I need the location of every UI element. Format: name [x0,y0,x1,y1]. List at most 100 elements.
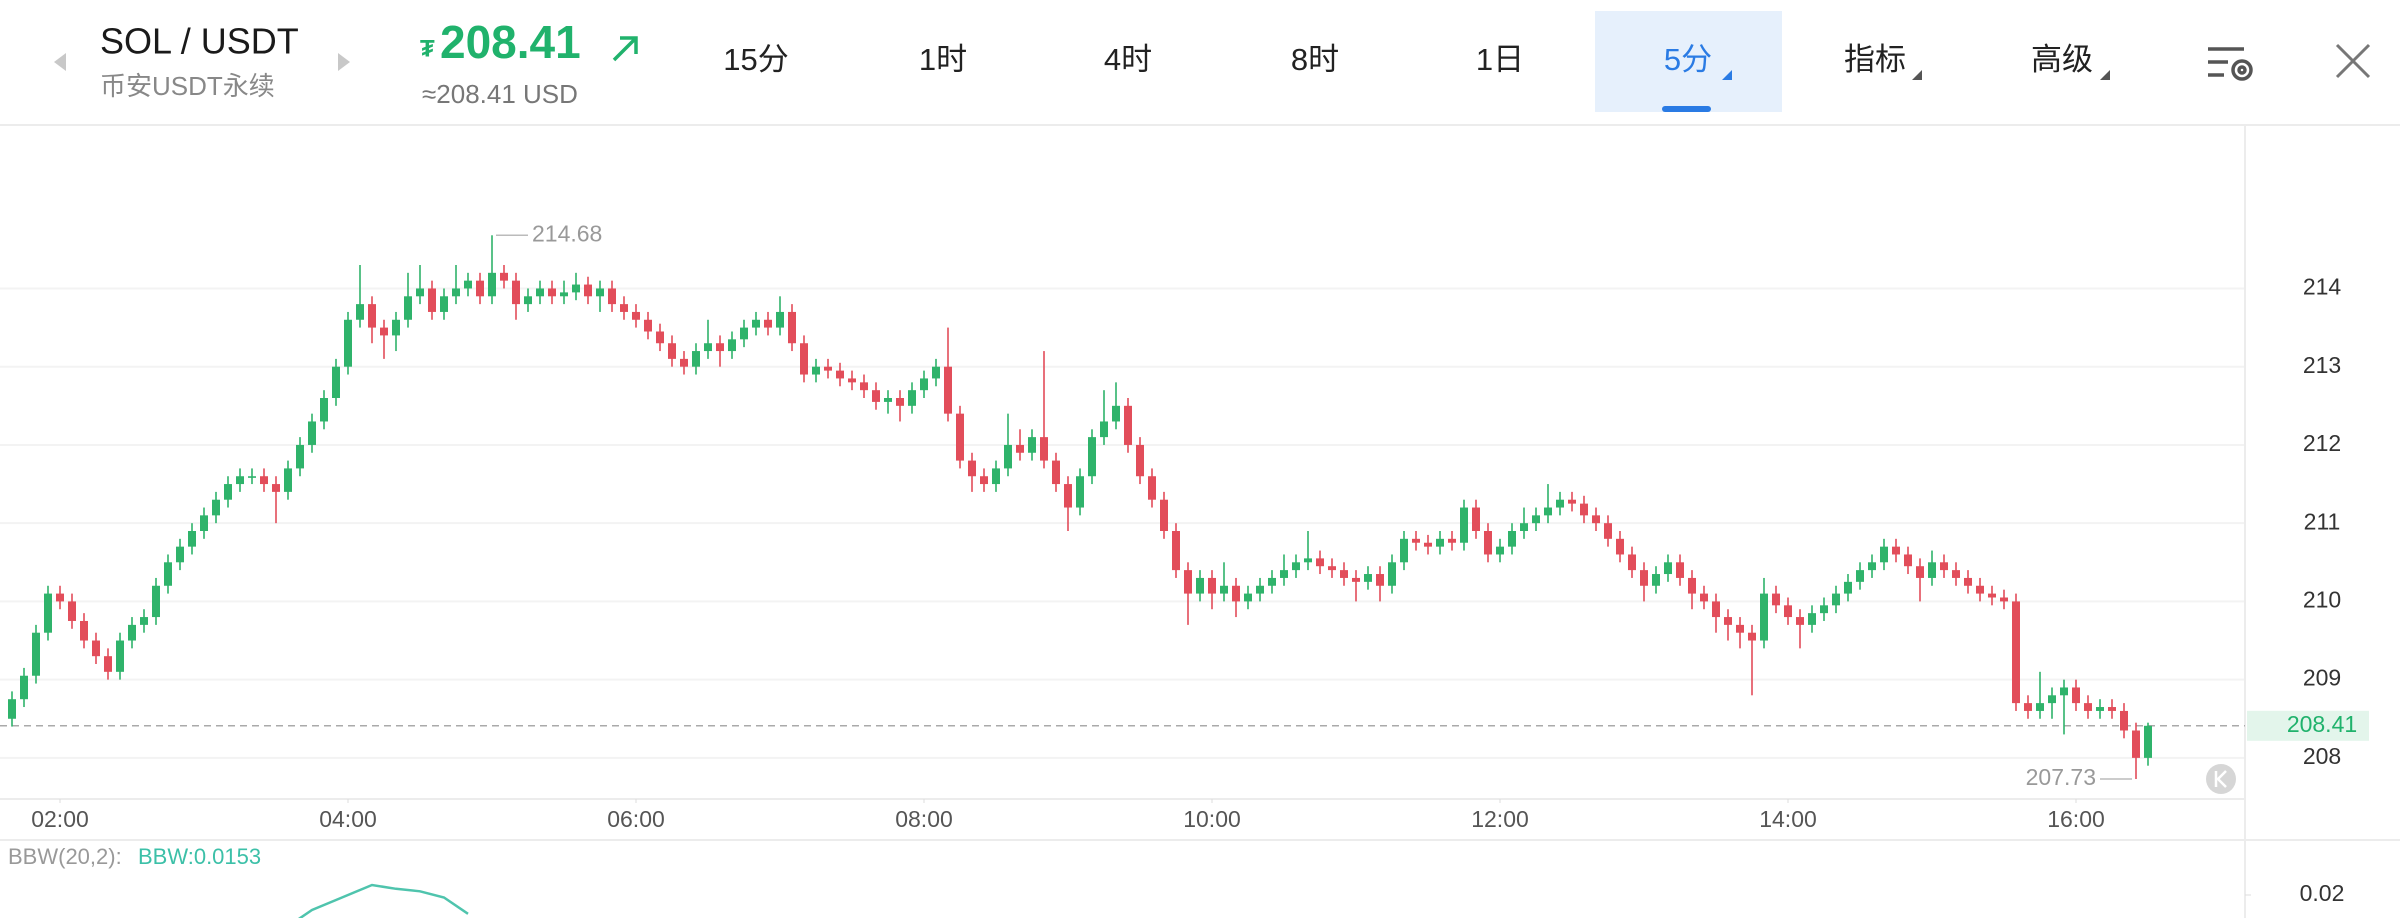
annotation-label: 214.68 [532,220,602,246]
candle-body [1088,437,1096,477]
candle-body [536,288,544,297]
candle-body [128,624,136,641]
candle-body [1244,593,1252,602]
x-tick-label: 14:00 [1759,806,1817,832]
candle-body [2144,725,2152,758]
candle-body [332,366,340,398]
candle-body [836,370,844,379]
candle-body [1160,499,1168,531]
candle-body [2096,707,2104,711]
candle-body [1124,405,1132,445]
plot: 208 209 210 211 212 213 214 02:00 04:00 06:00 08:0… [0,220,2369,918]
candle-body [608,288,616,305]
candle-body [1544,507,1552,516]
candle-body [1064,484,1072,508]
dropdown-caret [1912,70,1922,80]
candle-body [764,319,772,328]
candle-body [1136,444,1144,477]
candle-body [908,390,916,406]
x-tick-label: 04:00 [319,806,377,832]
candle-body [596,288,604,297]
candle-body [620,304,628,312]
candle-body [1856,570,1864,582]
candle-body [644,319,652,332]
candle-body [1772,593,1780,606]
candle-body [1400,538,1408,563]
candle-body [152,585,160,618]
candle-body [476,280,484,297]
tab[interactable]: 高级 [2031,42,2093,77]
candle-body [344,319,352,367]
candle-body [1304,558,1312,563]
candle-body [1928,562,1936,578]
candle-body [1520,523,1528,531]
tab[interactable]: 指标 [1844,42,1906,77]
candle-body [2012,601,2020,704]
candle-body [320,398,328,422]
candle-body [20,675,28,700]
candle-body [116,640,124,672]
candle-body [464,280,472,289]
candle-body [752,319,760,328]
candle-body [416,288,424,297]
candle-body [1376,574,1384,586]
candle-body [560,292,568,297]
candle-body [1316,558,1324,567]
candle-body [92,640,100,657]
candle-body [776,311,784,328]
candle-body [32,632,40,676]
candle-body [1460,507,1468,543]
candle-body [1976,585,1984,594]
candle-body [968,460,976,477]
tab[interactable]: 8时 [1291,42,1339,77]
candle-body [2072,687,2080,704]
x-tick-label: 16:00 [2047,806,2105,832]
close-icon[interactable] [2335,43,2371,79]
y-tick-label: 214 [2303,274,2342,300]
candle-body [1388,562,1396,586]
candle-body [716,343,724,352]
tab[interactable]: 15分 [723,42,788,77]
candle-body [944,366,952,414]
candle-body [1808,613,1816,625]
candle-body [548,288,556,297]
candle-body [1796,617,1804,625]
tab[interactable]: 4时 [1104,42,1152,77]
candle-body [1436,538,1444,547]
y-tick-label: 208 [2303,743,2341,769]
candle-body [428,288,436,312]
next-symbol[interactable] [338,53,350,71]
candle-body [572,284,580,293]
candle-body [1832,593,1840,606]
candle-body [392,319,400,336]
symbol[interactable]: SOL / USDT [100,21,299,62]
candle-body [440,296,448,312]
candle-body [1580,503,1588,516]
tab[interactable]: 1日 [1476,42,1524,77]
candle-body [1640,570,1648,586]
last-price-label: 208.41 [2287,711,2357,737]
candle-body [1532,515,1540,524]
indicator-tick-label: 0.02 [2300,880,2345,906]
y-tick-label: 212 [2303,430,2341,456]
candle-body [1964,577,1972,586]
price-usd: ≈208.41 USD [422,79,578,109]
candle-body [1268,577,1276,586]
tab[interactable]: 5分 [1664,42,1712,77]
y-tick-label: 209 [2303,665,2341,691]
tab[interactable]: 1时 [919,42,967,77]
kline-badge[interactable] [2206,764,2236,794]
candle-body [1664,562,1672,575]
candle-body [1784,605,1792,618]
candle-body [2120,710,2128,731]
candle-body [1712,601,1720,618]
candle-body [56,593,64,602]
settings-icon[interactable] [2208,47,2253,81]
candle-body [1568,499,1576,504]
indicator-value: BBW:0.0153 [138,844,261,869]
candle-body [800,343,808,375]
candle-body [1412,538,1420,543]
candle-body [1484,531,1492,555]
candle-body [1508,531,1516,547]
prev-symbol[interactable] [54,53,66,71]
